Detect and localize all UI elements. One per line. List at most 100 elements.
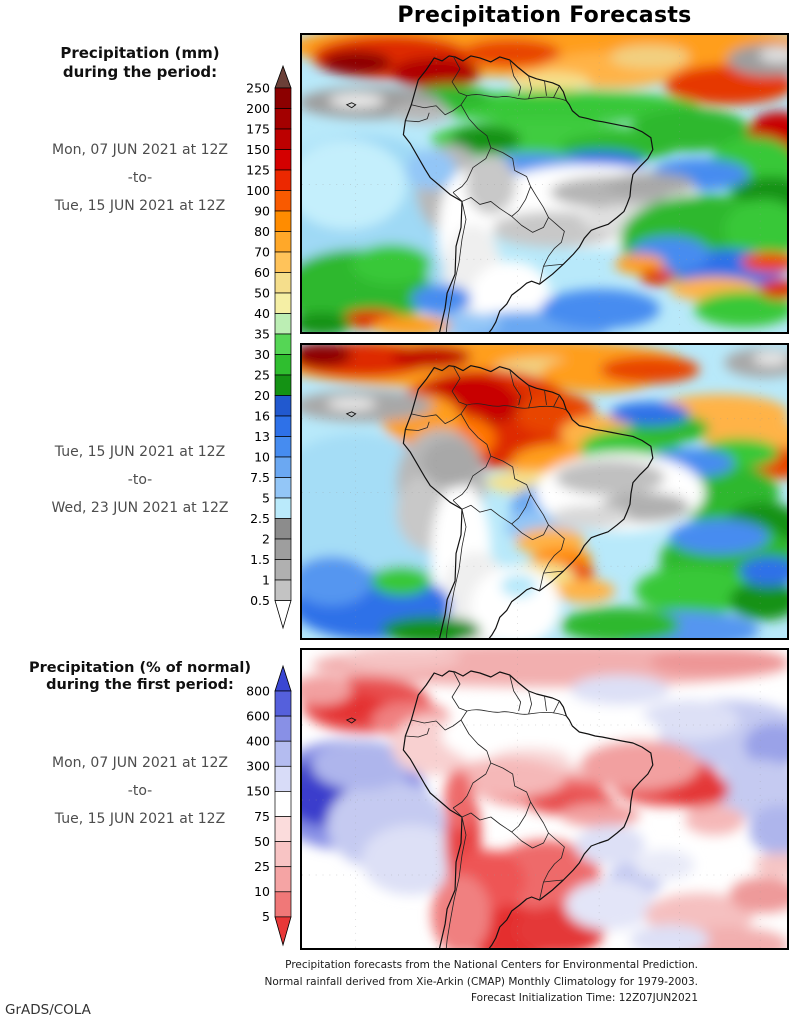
colorbar-tick-label: 50: [254, 285, 270, 300]
anomaly-field: [302, 650, 787, 948]
period3-separator: -to-: [127, 783, 153, 799]
colorbar-tick-label: 600: [246, 708, 270, 723]
colorbar-band: [274, 169, 292, 191]
colorbar-band: [274, 559, 292, 581]
colorbar-band: [274, 149, 292, 171]
colorbar-tick-label: 5: [262, 490, 270, 505]
colorbar-tick-label: 250: [246, 80, 270, 95]
period2-from: Tue, 15 JUN 2021 at 12Z: [54, 444, 226, 460]
map-panel-pct-normal: [300, 648, 789, 950]
colorbar-above-arrow: [274, 664, 292, 692]
colorbar-tick-label: 0.5: [250, 593, 270, 608]
colorbar-tick-label: 125: [246, 162, 270, 177]
colorbar-tick-label: 70: [254, 244, 270, 259]
colorbar-band: [274, 190, 292, 212]
map-panel-mm-period2: [300, 343, 789, 640]
colorbar-band: [274, 128, 292, 150]
colorbar-band: [274, 354, 292, 376]
colorbar-tick-label: 100: [246, 183, 270, 198]
colorbar-tick-label: 400: [246, 734, 270, 749]
colorbar-tick-label: 150: [246, 784, 270, 799]
footer-line2: Normal rainfall derived from Xie-Arkin (…: [264, 975, 698, 988]
colorbar-band: [274, 791, 292, 817]
colorbar-band: [274, 210, 292, 232]
colorbar-tick-label: 50: [254, 834, 270, 849]
colorbar-tick-label: 60: [254, 265, 270, 280]
period1-to: Tue, 15 JUN 2021 at 12Z: [54, 198, 226, 214]
colorbar-tick-label: 150: [246, 142, 270, 157]
colorbar-tick-label: 20: [254, 388, 270, 403]
colorbar-tick-label: 30: [254, 347, 270, 362]
colorbar-tick-label: 7.5: [250, 470, 270, 485]
mm-heading: Precipitation (mm) during the period:: [8, 44, 272, 82]
footer-attribution: Precipitation forecasts from the Nationa…: [265, 957, 698, 1007]
colorbar-tick-label: 13: [254, 429, 270, 444]
colorbar-band: [274, 538, 292, 560]
footer-line1: Precipitation forecasts from the Nationa…: [285, 959, 698, 971]
colorbar-band: [274, 251, 292, 273]
period3-to: Tue, 15 JUN 2021 at 12Z: [54, 811, 226, 827]
colorbar-band: [274, 108, 292, 130]
colorbar-band: [274, 292, 292, 314]
colorbar-band: [274, 415, 292, 437]
period2-separator: -to-: [127, 472, 153, 488]
colorbar-tick-label: 2.5: [250, 511, 270, 526]
colorbar-tick-label: 2: [262, 531, 270, 546]
page-title: Precipitation Forecasts: [397, 3, 692, 28]
mm-heading-line1: Precipitation (mm): [60, 44, 220, 62]
colorbar-tick-label: 300: [246, 759, 270, 774]
colorbar-band: [274, 374, 292, 396]
colorbar-tick-label: 200: [246, 101, 270, 116]
colorbar-band: [274, 518, 292, 540]
pct-heading-line1: Precipitation (% of normal): [29, 660, 251, 676]
colorbar-tick-label: 25: [254, 367, 270, 382]
colorbar-band: [274, 436, 292, 458]
colorbar-band: [274, 477, 292, 499]
mm-heading-line2: during the period:: [62, 63, 218, 81]
colorbar-mm: 2502001751501251009080706050403530252016…: [246, 64, 292, 630]
pct-heading: Precipitation (% of normal) during the f…: [8, 660, 272, 694]
colorbar-band: [274, 715, 292, 742]
colorbar-tick-label: 40: [254, 306, 270, 321]
colorbar-band: [274, 395, 292, 417]
colorbar-band: [274, 740, 292, 767]
colorbar-band: [274, 497, 292, 519]
colorbar-above-arrow: [274, 64, 292, 89]
grads-credit: GrADS/COLA: [5, 1002, 91, 1018]
colorbar-tick-label: 10: [254, 449, 270, 464]
colorbar-band: [274, 866, 292, 893]
period3-dates: Mon, 07 JUN 2021 at 12Z -to- Tue, 15 JUN…: [8, 754, 272, 838]
period2-to: Wed, 23 JUN 2021 at 12Z: [51, 500, 229, 516]
colorbar-band: [274, 87, 292, 109]
colorbar-tick-label: 1.5: [250, 552, 270, 567]
colorbar-band: [274, 579, 292, 601]
period1-dates: Mon, 07 JUN 2021 at 12Z -to- Tue, 15 JUN…: [8, 141, 272, 225]
colorbar-band: [274, 816, 292, 842]
colorbar-tick-label: 75: [254, 809, 270, 824]
colorbar-band: [274, 313, 292, 335]
period3-from: Mon, 07 JUN 2021 at 12Z: [52, 755, 228, 771]
map-panel-mm-period1: [300, 33, 789, 334]
colorbar-tick-label: 800: [246, 683, 270, 698]
colorbar-tick-label: 1: [262, 572, 270, 587]
colorbar-below-arrow: [274, 600, 292, 630]
colorbar-band: [274, 690, 292, 717]
colorbar-below-arrow: [274, 916, 292, 947]
colorbar-tick-label: 10: [254, 884, 270, 899]
colorbar-band: [274, 272, 292, 294]
precip-field-2: [302, 345, 787, 638]
footer-line3: Forecast Initialization Time: 12Z07JUN20…: [471, 992, 698, 1004]
colorbar-pct: 800 600 400 300 150 75 50 25 10 5: [246, 664, 292, 947]
colorbar-band: [274, 891, 292, 918]
colorbar-band: [274, 333, 292, 355]
colorbar-band: [274, 765, 292, 792]
period2-dates: Tue, 15 JUN 2021 at 12Z -to- Wed, 23 JUN…: [8, 443, 272, 527]
colorbar-tick-label: 35: [254, 326, 270, 341]
colorbar-tick-label: 90: [254, 203, 270, 218]
pct-heading-line2: during the first period:: [46, 677, 234, 693]
colorbar-tick-label: 16: [254, 408, 270, 423]
colorbar-band: [274, 841, 292, 868]
colorbar-tick-label: 175: [246, 121, 270, 136]
precip-field-1: [302, 35, 787, 332]
